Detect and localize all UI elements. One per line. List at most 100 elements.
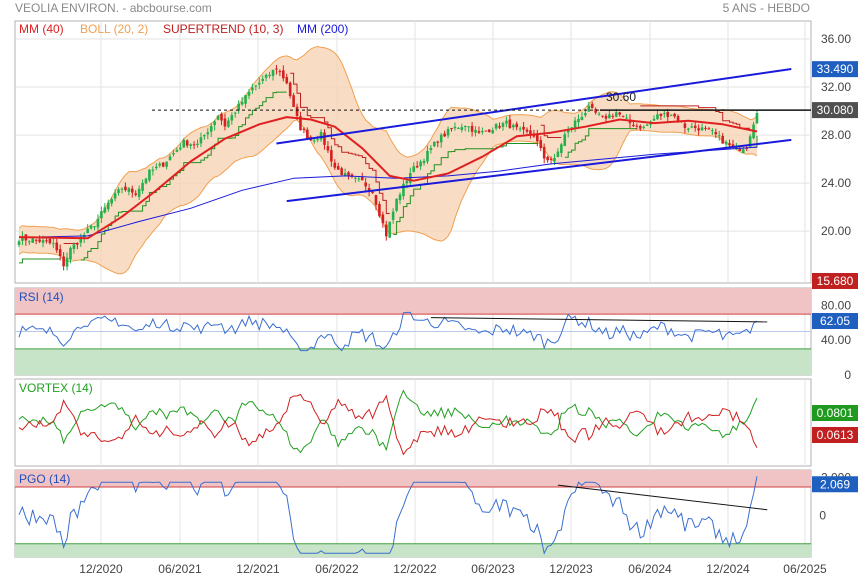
candle-body [41, 240, 45, 243]
supertrend-line [540, 124, 562, 138]
candle-body [735, 147, 738, 149]
candle-body [436, 141, 440, 143]
candle-body [261, 79, 265, 81]
x-tick-label: 06/2024 [628, 562, 672, 576]
supertrend-line [564, 128, 637, 158]
tag-last-price: 30.080 [817, 103, 854, 117]
candle-body [388, 221, 392, 238]
candle-body [741, 149, 745, 154]
candle-body [721, 135, 724, 144]
candle-body [450, 127, 453, 129]
candle-body [666, 112, 670, 117]
candle-body [669, 114, 673, 116]
candle-body [570, 127, 573, 129]
candle-body [38, 239, 41, 242]
candle-body [103, 207, 107, 213]
candle-body [203, 134, 206, 137]
candle-body [560, 144, 563, 153]
price-tick-label: 28.00 [821, 128, 851, 142]
candle-body [357, 178, 361, 180]
candle-body [748, 136, 752, 147]
candle-body [316, 139, 319, 141]
candle-body [295, 106, 299, 116]
candle-body [463, 126, 467, 128]
candle-body [494, 124, 498, 129]
candle-body [288, 82, 292, 97]
candle-body [618, 112, 621, 115]
candle-body [659, 113, 663, 117]
legend-rsi: RSI (14) [19, 290, 64, 304]
candle-body [728, 143, 731, 145]
candle-body [470, 125, 474, 132]
candle-body [209, 126, 213, 132]
candle-body [326, 146, 330, 151]
candle-body [642, 126, 646, 128]
candle-body [563, 134, 567, 146]
candle-body [697, 128, 700, 131]
bollinger-band-fill [19, 46, 757, 274]
candle-body [419, 161, 422, 167]
pgo-line [18, 476, 758, 555]
candle-body [652, 118, 656, 121]
rsi-tick-label: 0 [844, 368, 851, 382]
tag-low-price: 15.680 [817, 274, 854, 288]
candle-body [457, 128, 460, 130]
candle-body [587, 105, 591, 112]
candle-body [278, 70, 282, 73]
candle-body [429, 148, 433, 150]
candle-body [673, 113, 676, 117]
tag-vortex-minus-bg [812, 427, 858, 443]
candle-body [481, 131, 484, 133]
candle-body [192, 144, 196, 146]
candle-body [426, 150, 429, 162]
candle-body [240, 102, 244, 105]
candle-body [491, 130, 494, 134]
candle-body [62, 256, 65, 267]
tag-vortex-minus: 0.0613 [817, 428, 854, 442]
legend-vortex: VORTEX (14) [19, 381, 93, 395]
candle-body [285, 77, 289, 84]
candle-body [539, 140, 543, 148]
rsi-oversold-zone [15, 348, 811, 375]
candle-body [638, 125, 642, 129]
candle-body [299, 116, 302, 131]
candle-body [676, 116, 680, 122]
candle-body [275, 68, 278, 70]
candle-body [621, 115, 625, 117]
pgo-tick-label: 0 [819, 508, 826, 522]
candle-body [312, 140, 316, 142]
candle-body [206, 132, 210, 135]
price-tick-label: 36.00 [821, 32, 851, 46]
candle-body [17, 241, 21, 245]
candle-body [48, 238, 52, 244]
candle-body [72, 244, 76, 250]
rsi-line [18, 311, 758, 352]
rsi-trendline [430, 317, 768, 323]
candle-body [371, 191, 374, 194]
candle-body [330, 150, 333, 162]
candle-body [93, 226, 96, 228]
candle-body [58, 249, 62, 257]
candle-body [663, 113, 666, 115]
candle-body [31, 238, 35, 243]
candle-body [645, 124, 649, 126]
candle-body [233, 112, 237, 114]
rsi-tick-label: 80.00 [821, 298, 851, 312]
candle-body [230, 115, 234, 121]
candle-body [755, 113, 759, 124]
candle-body [549, 158, 553, 161]
candle-body [635, 125, 639, 127]
candle-body [590, 103, 594, 109]
candle-body [415, 165, 419, 168]
candle-body [687, 128, 690, 130]
candle-body [594, 109, 597, 113]
candle-body [292, 95, 295, 107]
candle-body [625, 117, 628, 119]
candle-body [251, 87, 254, 91]
candle-body [216, 115, 220, 120]
candle-body [110, 199, 113, 204]
candle-body [227, 120, 230, 127]
candle-body [412, 166, 416, 172]
supertrend-line [19, 258, 61, 264]
